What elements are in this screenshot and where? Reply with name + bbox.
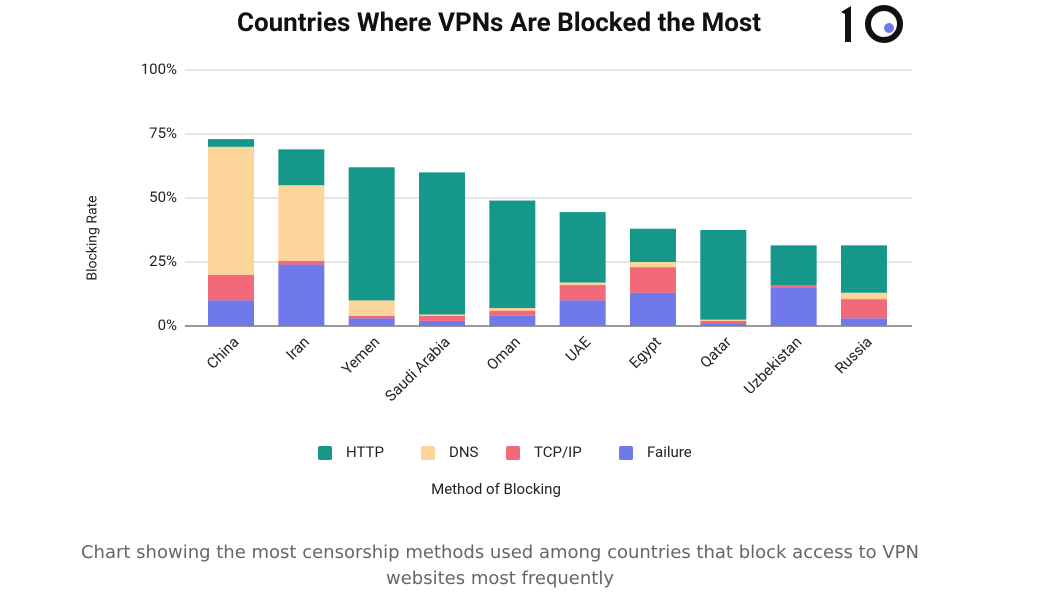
x-tick-label: Uzbekistan <box>740 333 805 398</box>
bar-segment <box>348 300 395 316</box>
legend-swatch <box>318 446 332 460</box>
bar-segment <box>489 308 536 311</box>
bar-segment <box>629 267 676 293</box>
chart: Countries Where VPNs Are Blocked the Mos… <box>85 5 912 498</box>
legend-label: TCP/IP <box>534 443 582 461</box>
x-tick-label: Saudi Arabia <box>381 333 453 405</box>
bar-segment <box>348 167 395 301</box>
logo <box>841 5 903 43</box>
bar-segment <box>700 323 747 326</box>
x-tick-label: Oman <box>483 333 524 374</box>
x-tick-label: Yemen <box>338 333 383 378</box>
bar-segment <box>208 274 254 301</box>
bar-segment <box>489 200 536 309</box>
bar-segment <box>278 185 325 261</box>
legend-swatch <box>619 446 633 460</box>
x-axis-label: Method of Blocking <box>431 480 561 498</box>
legend-label: DNS <box>449 443 479 461</box>
bar-segment <box>559 212 606 283</box>
bar-segment <box>559 282 606 286</box>
caption: Chart showing the most censorship method… <box>80 542 919 589</box>
chart-title: Countries Where VPNs Are Blocked the Mos… <box>237 8 761 38</box>
y-tick-label: 75% <box>149 124 177 142</box>
legend-swatch <box>421 446 435 460</box>
bar-segment <box>418 320 465 326</box>
bar-segment <box>208 146 254 275</box>
y-tick-label: 0% <box>158 316 177 334</box>
bar-segment <box>770 285 817 288</box>
bar-segment <box>770 245 817 286</box>
bar-segment <box>489 315 536 326</box>
bar-segment <box>700 320 747 324</box>
x-tick-label: China <box>203 333 243 373</box>
y-axis-label: Blocking Rate <box>85 195 101 280</box>
bar-segment <box>629 292 676 326</box>
y-tick-label: 25% <box>149 252 177 270</box>
bar-segment <box>840 292 887 300</box>
bar-segment <box>278 149 325 186</box>
x-tick-label: UAE <box>562 333 595 366</box>
bar-segment <box>489 310 536 316</box>
bar-segment <box>629 228 676 262</box>
bar-segment <box>629 262 676 268</box>
bar-segment <box>700 230 747 320</box>
bar-segment <box>208 139 254 147</box>
bar-segment <box>418 314 465 316</box>
bar-segment <box>418 315 465 321</box>
bar-segment <box>840 245 887 293</box>
bar-segment <box>348 315 395 319</box>
legend-swatch <box>506 446 520 460</box>
legend-label: Failure <box>647 443 692 461</box>
legend-label: HTTP <box>346 443 384 461</box>
x-tick-label: Iran <box>282 333 313 364</box>
y-tick-label: 50% <box>149 188 177 206</box>
bar-segment <box>770 287 817 326</box>
bar-segment <box>278 264 325 326</box>
bar-segment <box>700 319 747 321</box>
bar-segment <box>559 300 606 326</box>
x-tick-label: Qatar <box>696 333 735 372</box>
bar-segment <box>418 172 465 315</box>
bar-segment <box>559 285 606 301</box>
x-tick-label: Russia <box>831 333 875 377</box>
bar-segment <box>840 299 887 319</box>
bar-segment <box>208 300 254 326</box>
bar-segment <box>278 260 325 265</box>
bar-segment <box>348 318 395 326</box>
y-tick-label: 100% <box>141 60 177 78</box>
bar-segment <box>840 318 887 326</box>
x-tick-label: Egypt <box>626 333 665 372</box>
